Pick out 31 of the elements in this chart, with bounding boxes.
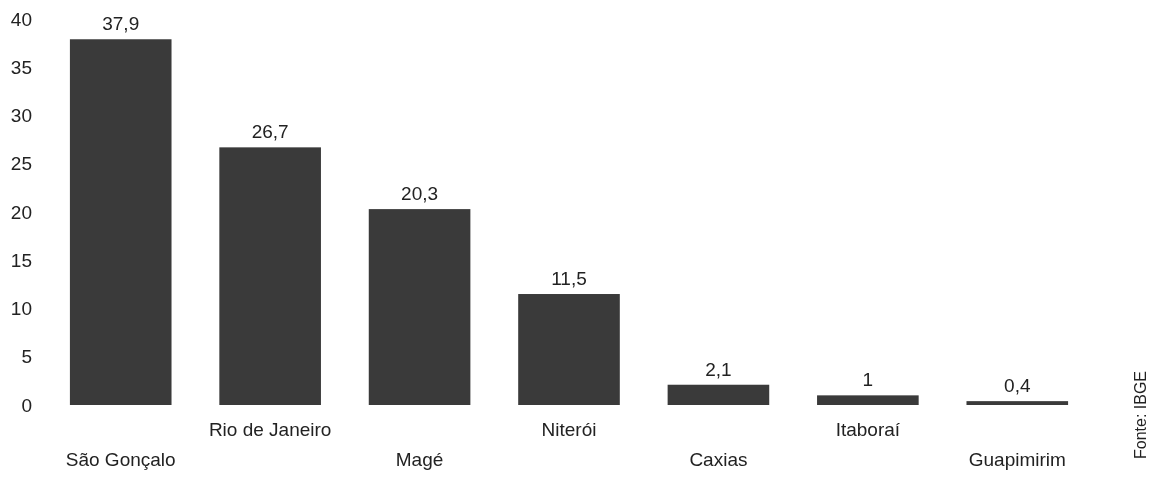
bar [667,384,770,405]
y-tick-label: 20 [10,201,32,223]
data-label: 1 [862,369,874,391]
y-tick-label: 15 [10,249,32,271]
x-tick-label: São Gonçalo [65,449,176,470]
x-tick-label: Caxias [689,449,748,470]
bar [69,39,172,405]
data-label: 11,5 [551,268,587,290]
data-label: 26,7 [251,121,289,143]
x-tick-label: Magé [395,449,444,470]
bar [368,209,471,405]
bar [817,395,919,405]
data-label: 37,9 [102,13,140,35]
x-tick-label: Niterói [541,419,597,440]
x-tick-label: Rio de Janeiro [208,419,332,440]
source-note: Fonte: IBGE [1132,370,1149,460]
y-tick-label: 5 [21,346,32,368]
bar [219,147,321,405]
bar [518,294,620,405]
y-tick-label: 35 [10,56,32,78]
x-tick-label: Itaboraí [835,419,901,440]
y-tick-label: 25 [10,153,32,175]
data-label: 20,3 [401,183,439,205]
y-tick-label: 30 [10,105,32,127]
x-tick-label: Guapimirim [968,449,1066,470]
y-tick-label: 40 [10,8,32,30]
y-tick-label: 0 [21,394,32,416]
bar [966,401,1069,405]
data-label: 0,4 [1004,375,1031,397]
y-tick-label: 10 [10,298,32,320]
data-label: 2,1 [705,358,732,380]
